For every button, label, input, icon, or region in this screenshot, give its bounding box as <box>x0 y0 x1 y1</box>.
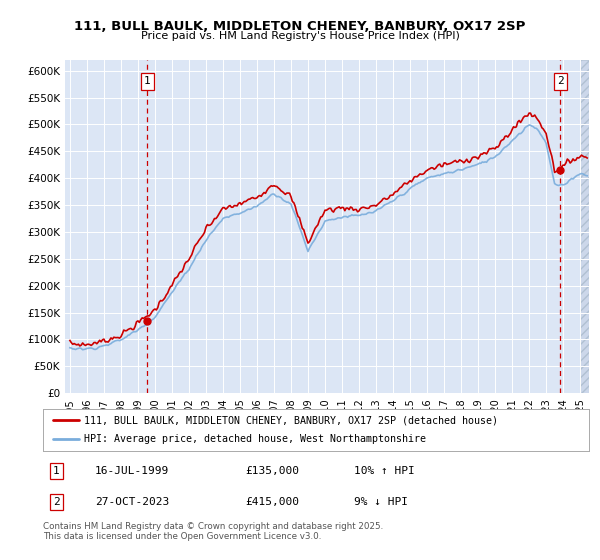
Text: Price paid vs. HM Land Registry's House Price Index (HPI): Price paid vs. HM Land Registry's House … <box>140 31 460 41</box>
Text: £135,000: £135,000 <box>245 466 299 476</box>
Text: HPI: Average price, detached house, West Northamptonshire: HPI: Average price, detached house, West… <box>84 435 426 445</box>
Text: 27-OCT-2023: 27-OCT-2023 <box>95 497 169 507</box>
Text: 2: 2 <box>53 497 60 507</box>
Text: 111, BULL BAULK, MIDDLETON CHENEY, BANBURY, OX17 2SP: 111, BULL BAULK, MIDDLETON CHENEY, BANBU… <box>74 20 526 32</box>
Text: 10% ↑ HPI: 10% ↑ HPI <box>355 466 415 476</box>
Text: £415,000: £415,000 <box>245 497 299 507</box>
Text: 16-JUL-1999: 16-JUL-1999 <box>95 466 169 476</box>
Text: 9% ↓ HPI: 9% ↓ HPI <box>355 497 409 507</box>
Text: 111, BULL BAULK, MIDDLETON CHENEY, BANBURY, OX17 2SP (detached house): 111, BULL BAULK, MIDDLETON CHENEY, BANBU… <box>84 415 498 425</box>
Text: 1: 1 <box>53 466 60 476</box>
Text: 2: 2 <box>557 76 563 86</box>
Bar <box>580 60 589 393</box>
Text: 1: 1 <box>144 76 151 86</box>
Text: Contains HM Land Registry data © Crown copyright and database right 2025.
This d: Contains HM Land Registry data © Crown c… <box>43 522 383 542</box>
